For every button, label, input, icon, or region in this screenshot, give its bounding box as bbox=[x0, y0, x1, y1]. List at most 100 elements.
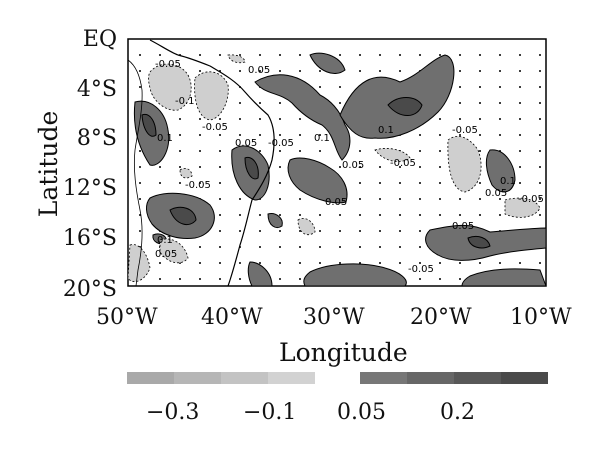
x-tick-40w: 40°W bbox=[201, 305, 263, 330]
significance-dot bbox=[259, 246, 261, 248]
contour-label: 0.05 bbox=[485, 188, 507, 199]
significance-dot bbox=[319, 70, 321, 72]
significance-dot bbox=[419, 262, 421, 264]
significance-dot bbox=[479, 182, 481, 184]
significance-dot bbox=[379, 182, 381, 184]
significance-dot bbox=[199, 278, 201, 280]
significance-dot bbox=[279, 182, 281, 184]
significance-dot bbox=[139, 54, 141, 56]
significance-dot bbox=[319, 134, 321, 136]
significance-dot bbox=[539, 198, 541, 200]
significance-dot bbox=[379, 70, 381, 72]
significance-dot bbox=[259, 230, 261, 232]
significance-dot bbox=[359, 262, 361, 264]
significance-dot bbox=[379, 198, 381, 200]
colorbar-positive-swatch bbox=[407, 372, 454, 384]
neg-region-coast bbox=[159, 238, 189, 264]
significance-dot bbox=[519, 134, 521, 136]
significance-dot bbox=[439, 262, 441, 264]
significance-dot bbox=[339, 262, 341, 264]
significance-dot bbox=[139, 70, 141, 72]
colorbar-label-0-2: 0.2 bbox=[440, 400, 475, 425]
contour-label: -0.05 bbox=[390, 158, 416, 169]
significance-dot bbox=[379, 246, 381, 248]
significance-dot bbox=[279, 214, 281, 216]
y-tick-12s: 12°S bbox=[62, 176, 117, 201]
significance-dot bbox=[159, 262, 161, 264]
significance-dot bbox=[439, 198, 441, 200]
contour-label: 0.1 bbox=[500, 176, 516, 187]
significance-dot bbox=[539, 182, 541, 184]
significance-dot bbox=[239, 230, 241, 232]
significance-dot bbox=[539, 54, 541, 56]
significance-dot bbox=[459, 86, 461, 88]
significance-dot bbox=[379, 214, 381, 216]
significance-dot bbox=[539, 102, 541, 104]
significance-dot bbox=[299, 262, 301, 264]
significance-dot bbox=[439, 278, 441, 280]
colorbar-negative-swatch bbox=[268, 372, 315, 384]
colorbar-positive-swatch bbox=[360, 372, 407, 384]
significance-dot bbox=[459, 262, 461, 264]
colorbar-label-neg-0-3: −0.3 bbox=[146, 400, 200, 425]
significance-dot bbox=[519, 54, 521, 56]
significance-dot bbox=[159, 182, 161, 184]
contour-label: 0.05 bbox=[325, 197, 347, 208]
significance-dot bbox=[299, 150, 301, 152]
significance-dot bbox=[479, 262, 481, 264]
significance-dot bbox=[139, 230, 141, 232]
significance-dot bbox=[439, 134, 441, 136]
significance-dot bbox=[299, 246, 301, 248]
x-tick-30w: 30°W bbox=[303, 305, 365, 330]
colorbar-label-0-05: 0.05 bbox=[337, 400, 386, 425]
significance-dot bbox=[519, 150, 521, 152]
pos-core-west-coast bbox=[141, 113, 157, 137]
significance-dot bbox=[179, 182, 181, 184]
significance-dot bbox=[199, 134, 201, 136]
significance-dot bbox=[539, 150, 541, 152]
pos-region-top bbox=[309, 52, 346, 74]
pos-region-east bbox=[485, 149, 516, 193]
significance-dot bbox=[519, 86, 521, 88]
significance-dot bbox=[299, 134, 301, 136]
significance-dot bbox=[499, 54, 501, 56]
neg-region-top bbox=[227, 54, 246, 64]
significance-dot bbox=[439, 166, 441, 168]
significance-dot bbox=[219, 118, 221, 120]
significance-dot bbox=[459, 54, 461, 56]
significance-dot bbox=[479, 70, 481, 72]
significance-dot bbox=[459, 198, 461, 200]
significance-dot bbox=[459, 70, 461, 72]
significance-dot bbox=[299, 118, 301, 120]
significance-dot bbox=[479, 54, 481, 56]
significance-dot bbox=[539, 70, 541, 72]
significance-dot bbox=[279, 150, 281, 152]
contour-label: -0.05 bbox=[408, 264, 434, 275]
significance-dot bbox=[499, 86, 501, 88]
significance-dot bbox=[419, 214, 421, 216]
significance-dot bbox=[479, 198, 481, 200]
significance-dot bbox=[499, 102, 501, 104]
significance-dot bbox=[259, 118, 261, 120]
significance-dot bbox=[239, 134, 241, 136]
pos-region-central bbox=[339, 54, 455, 139]
significance-dot bbox=[279, 102, 281, 104]
significance-dot bbox=[399, 54, 401, 56]
significance-dot bbox=[479, 102, 481, 104]
significance-dot bbox=[219, 166, 221, 168]
y-tick-4s: 4°S bbox=[76, 77, 117, 102]
x-axis-title: Longitude bbox=[279, 338, 408, 367]
significance-dot bbox=[499, 262, 501, 264]
pos-region-bottom-left bbox=[247, 261, 273, 286]
significance-dot bbox=[539, 214, 541, 216]
significance-dot bbox=[339, 166, 341, 168]
significance-dot bbox=[139, 182, 141, 184]
significance-dot bbox=[239, 262, 241, 264]
neg-region-south bbox=[297, 217, 316, 236]
pos-core-brazil bbox=[244, 156, 259, 180]
significance-dot bbox=[239, 70, 241, 72]
significance-dot bbox=[379, 262, 381, 264]
significance-dot bbox=[519, 262, 521, 264]
contour-labels: -0.05 0.05 -0.1 -0.05 0.1 0.1 0.1 0.05 -… bbox=[155, 59, 544, 275]
significance-dot bbox=[419, 246, 421, 248]
